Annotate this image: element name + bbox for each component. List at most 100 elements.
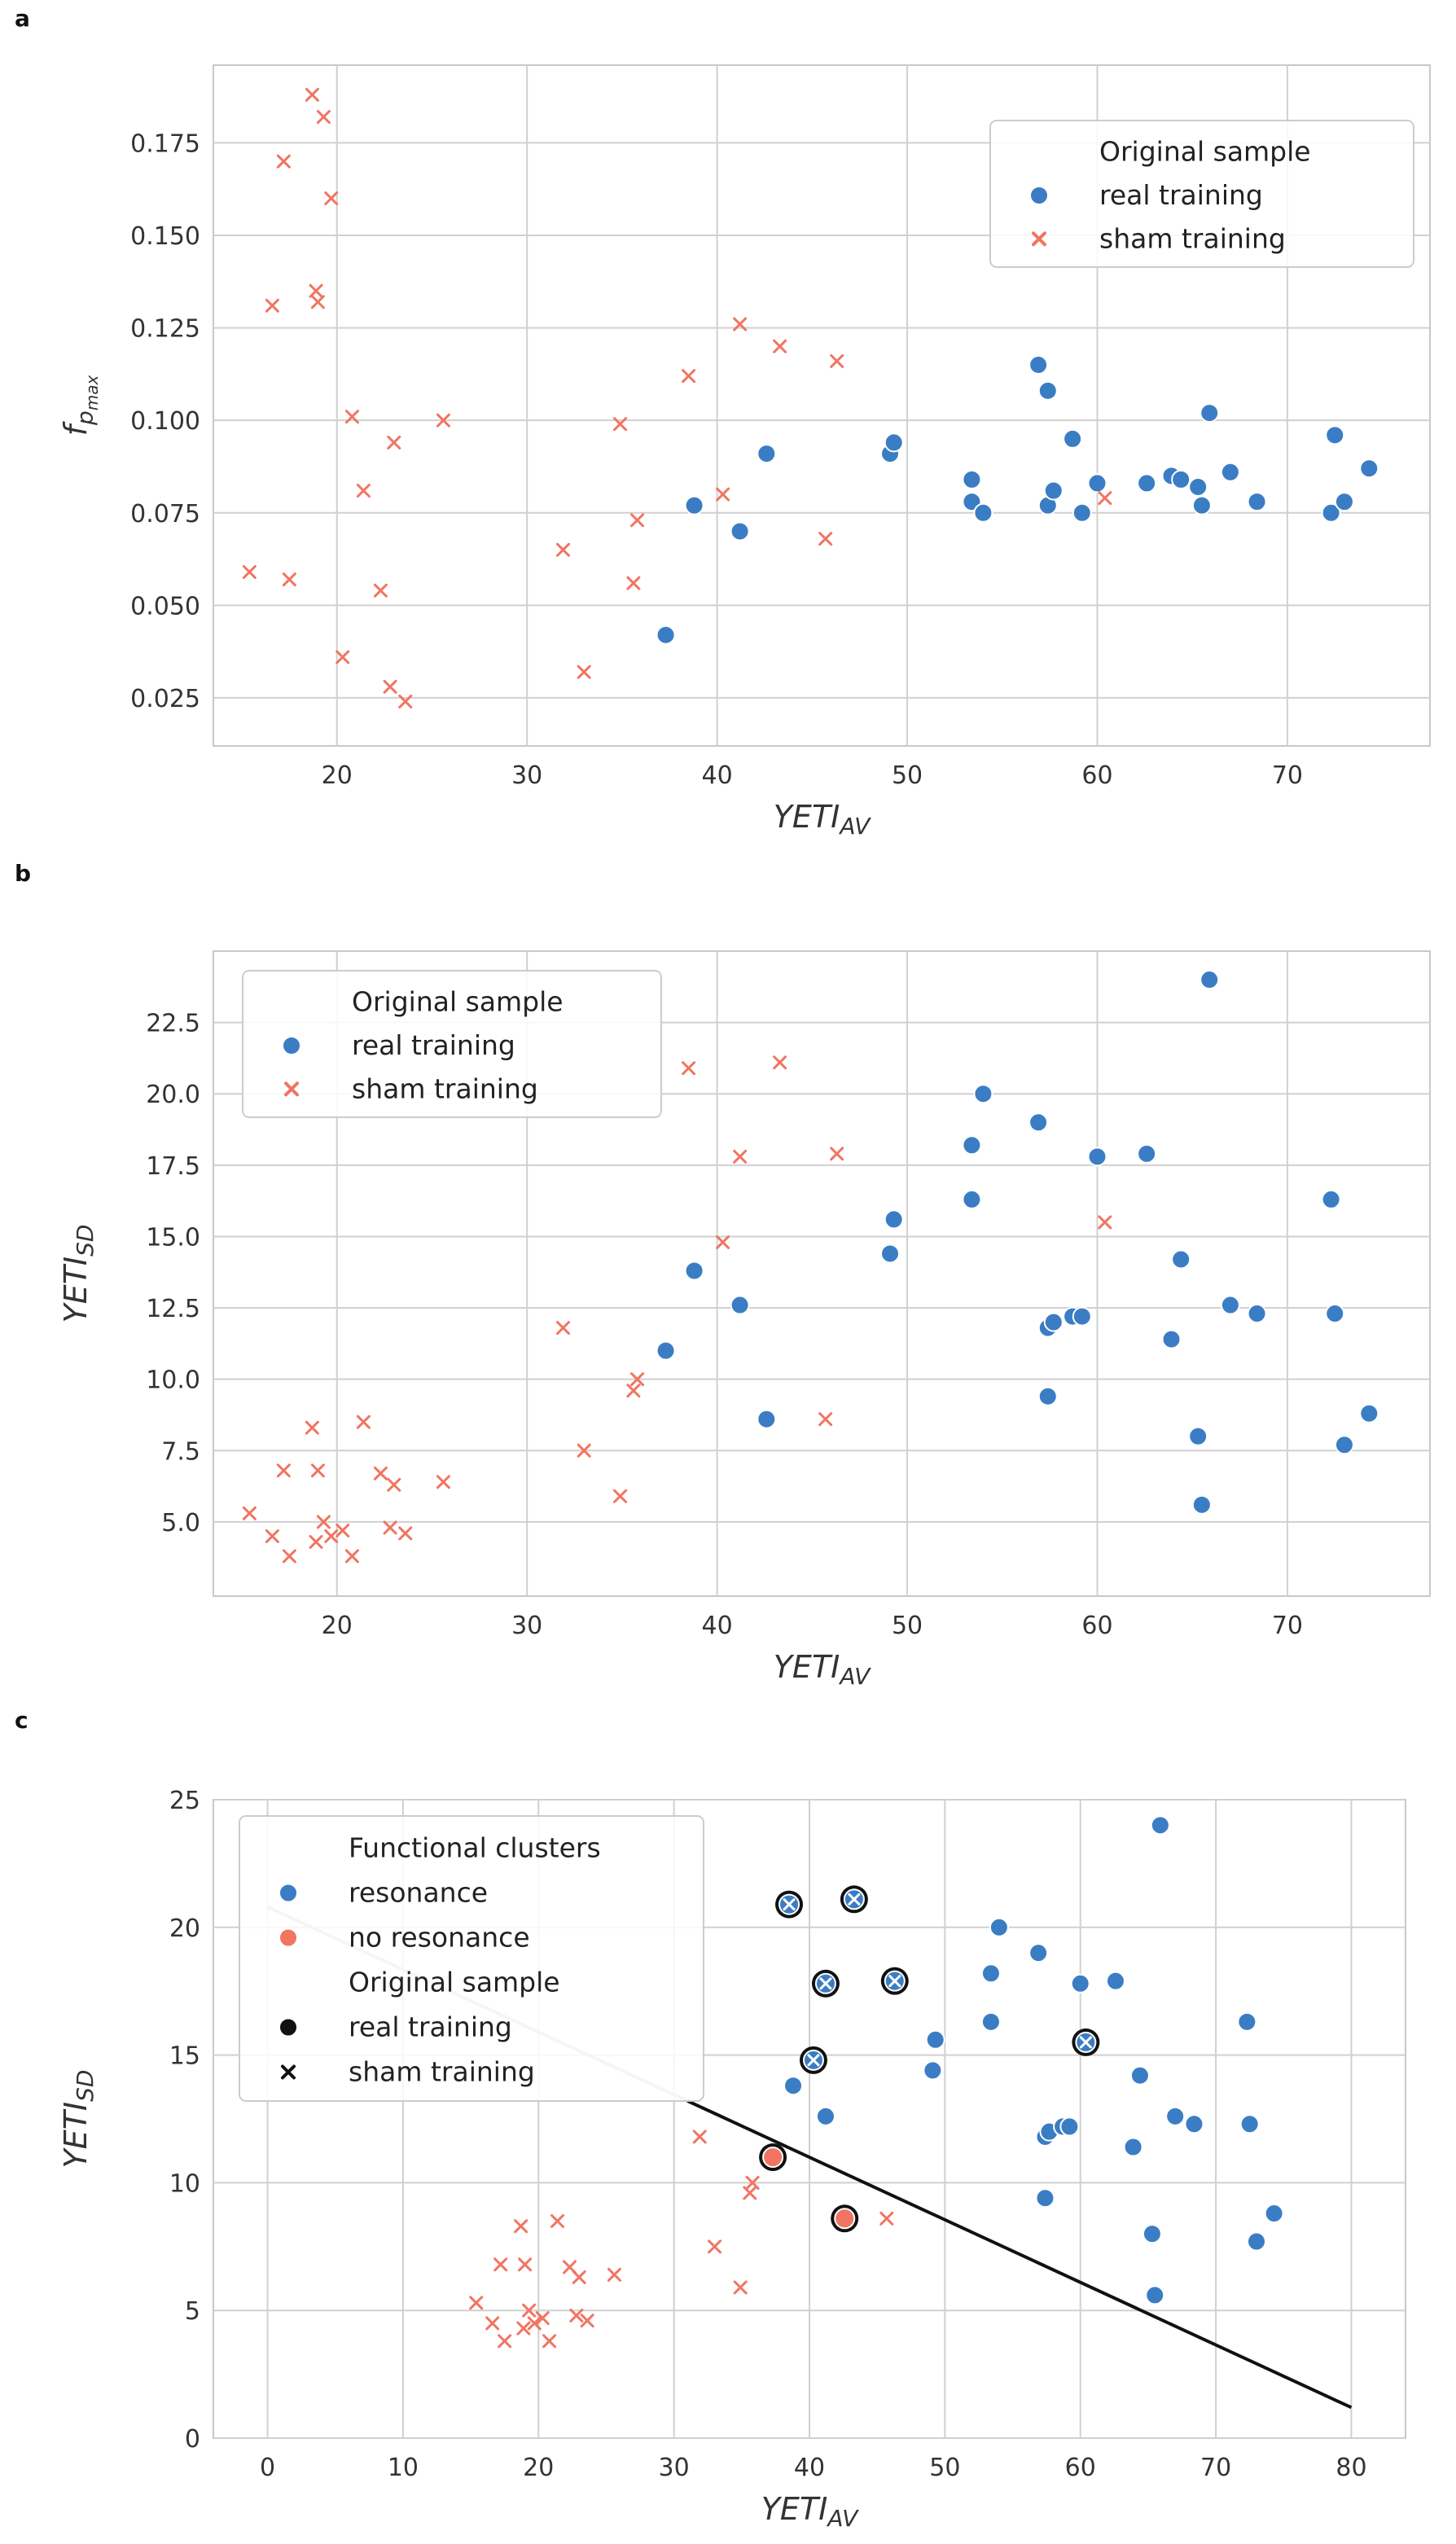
point-x (310, 1463, 325, 1478)
point-x (344, 410, 359, 424)
point-circle (973, 1084, 993, 1104)
x-axis-label-sub: AV (838, 813, 871, 840)
point-circle (1264, 2204, 1284, 2224)
point-x (733, 317, 748, 331)
point-x (1098, 1215, 1112, 1230)
point-x (630, 1372, 645, 1387)
point-circle (1087, 1147, 1107, 1167)
y-tick-label: 15 (169, 2042, 200, 2071)
y-tick-label: 10.0 (146, 1366, 200, 1395)
point-x (493, 2257, 508, 2272)
legend-label: Original sample (349, 1967, 560, 1998)
point-x (344, 1549, 359, 1564)
point-circle (1037, 1386, 1058, 1406)
x-tick-label: 30 (659, 2454, 690, 2482)
point-circle (1334, 492, 1354, 512)
point-circle (1063, 428, 1083, 449)
y-tick-label: 0.100 (130, 407, 200, 436)
x-tick-label: 60 (1081, 1612, 1112, 1640)
legend-label: sham training (1099, 222, 1286, 254)
point-x (265, 1529, 279, 1543)
point-x (818, 532, 833, 546)
point-x (335, 1523, 350, 1537)
point-x (305, 87, 319, 102)
point-circle (1321, 502, 1341, 523)
legend-marker-circle (282, 1036, 301, 1055)
legend-marker-circle (278, 2017, 298, 2037)
point-circle (1037, 380, 1058, 401)
y-tick-label: 10 (169, 2169, 200, 2198)
x-tick-label: 50 (892, 1612, 923, 1640)
point-circle (1105, 1971, 1125, 1991)
point-x (556, 542, 571, 557)
point-circle (1191, 495, 1212, 515)
point-x (569, 2308, 584, 2322)
point-x (335, 650, 350, 665)
panel-label-b: b (15, 860, 32, 887)
x-tick-label: 30 (511, 761, 542, 790)
x-tick-label: 40 (702, 761, 733, 790)
y-tick-label: 0.075 (130, 500, 200, 529)
point-x (305, 1420, 319, 1435)
point-circle (1087, 473, 1107, 493)
point-x (830, 353, 844, 368)
point-circle (1359, 458, 1379, 479)
point-circle (815, 2106, 835, 2126)
point-circle (1325, 425, 1345, 445)
point-x (383, 1520, 397, 1535)
point-x (436, 1475, 450, 1489)
point-circle (1321, 1189, 1341, 1209)
legend-box (989, 120, 1414, 268)
point-x (807, 2054, 820, 2067)
point-circle (1028, 1112, 1049, 1133)
point-circle (1043, 480, 1063, 501)
point-circle (962, 1135, 982, 1156)
point-x (550, 2213, 565, 2228)
legend-marker-x (284, 1081, 299, 1097)
x-tick-label: 80 (1335, 2454, 1366, 2482)
point-circle (783, 2076, 804, 2096)
data-points (242, 87, 1379, 708)
panel-label-c: c (15, 1707, 29, 1734)
boundary-line (686, 2099, 1353, 2410)
y-axis-label-subsub: max (82, 375, 102, 410)
point-x (716, 1235, 730, 1249)
panel-label-a: a (15, 5, 30, 32)
x-tick-label: 60 (1065, 2454, 1096, 2482)
point-x (398, 1526, 413, 1541)
y-tick-label: 5.0 (161, 1509, 200, 1537)
point-x (516, 2321, 531, 2336)
point-circle (1070, 1973, 1090, 1994)
point-x (282, 1549, 296, 1564)
x-tick-label: 10 (388, 2454, 419, 2482)
point-x (733, 1149, 748, 1164)
point-circle (1123, 2137, 1143, 2157)
point-x (436, 413, 450, 428)
point-x (572, 2270, 586, 2284)
y-tick-label: 20.0 (146, 1081, 200, 1109)
point-x (692, 2130, 707, 2144)
point-x (888, 1975, 901, 1988)
y-tick-label: 15.0 (146, 1223, 200, 1252)
data-points (242, 970, 1379, 1564)
x-axis-label: YETIAV (774, 799, 871, 840)
point-circle (1188, 476, 1208, 497)
y-axis-label-sub: SD (72, 1225, 99, 1257)
point-x (310, 295, 325, 309)
point-x (276, 1463, 291, 1478)
legend-label: real training (1099, 179, 1263, 211)
point-circle (757, 1409, 777, 1429)
x-axis-label-sub: AV (838, 1663, 871, 1690)
point-circle (1191, 1494, 1212, 1515)
point-circle (1145, 2285, 1165, 2305)
point-x (818, 1412, 833, 1427)
point-x (527, 2316, 542, 2331)
point-circle (1220, 462, 1240, 482)
point-circle (1129, 2065, 1150, 2086)
y-axis-label: fpmax (58, 375, 102, 436)
point-circle (757, 444, 777, 464)
y-tick-label: 12.5 (146, 1295, 200, 1323)
point-circle (1028, 355, 1049, 375)
point-x (356, 484, 371, 498)
point-circle (730, 521, 750, 542)
